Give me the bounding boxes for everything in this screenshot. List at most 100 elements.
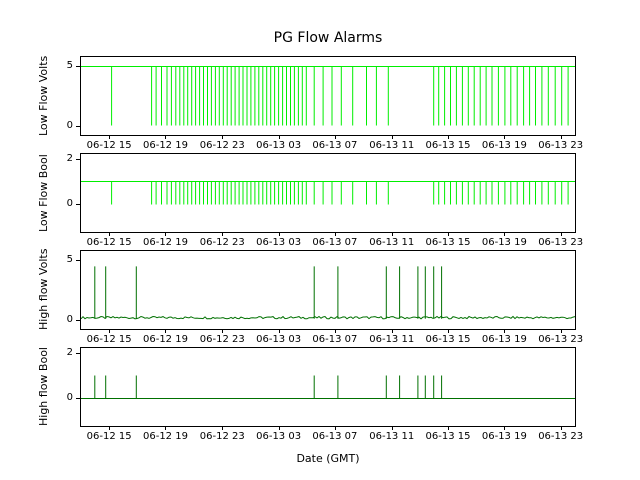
tick-mark — [76, 125, 80, 127]
y-tick-label: 5 — [66, 254, 73, 266]
tick-mark — [76, 319, 80, 321]
y-tick-label: 0 — [66, 392, 73, 404]
x-tick-label: 06-13 03 — [256, 237, 302, 248]
tick-mark — [504, 329, 506, 333]
subplot-low-flow-bool — [80, 153, 576, 233]
chart-title: PG Flow Alarms — [273, 30, 383, 46]
tick-mark — [222, 232, 224, 236]
x-tick-label: 06-12 15 — [86, 140, 132, 151]
x-tick-label: 06-13 15 — [425, 237, 471, 248]
tick-mark — [109, 426, 111, 430]
tick-mark — [165, 329, 167, 333]
tick-mark — [165, 135, 167, 139]
x-tick-label: 06-13 23 — [538, 140, 584, 151]
tick-mark — [560, 232, 562, 236]
x-tick-label: 06-13 15 — [425, 140, 471, 151]
x-tick-label: 06-13 19 — [481, 140, 527, 151]
tick-mark — [278, 135, 280, 139]
x-tick-label: 06-12 23 — [199, 140, 245, 151]
x-tick-label: 06-12 15 — [86, 237, 132, 248]
x-tick-label: 06-13 03 — [256, 334, 302, 345]
tick-mark — [222, 135, 224, 139]
ylabel-low-flow-bool: Low Flow Bool — [37, 154, 50, 232]
tick-mark — [504, 135, 506, 139]
tick-mark — [76, 352, 80, 354]
low-flow-bool-series — [81, 181, 575, 205]
tick-mark — [222, 426, 224, 430]
x-tick-label: 06-12 23 — [199, 334, 245, 345]
x-tick-label: 06-12 19 — [142, 140, 188, 151]
x-tick-label: 06-13 07 — [312, 431, 358, 442]
tick-mark — [76, 398, 80, 400]
tick-mark — [391, 232, 393, 236]
tick-mark — [448, 135, 450, 139]
tick-mark — [504, 426, 506, 430]
tick-mark — [448, 232, 450, 236]
tick-mark — [109, 135, 111, 139]
x-tick-label: 06-13 15 — [425, 334, 471, 345]
tick-mark — [165, 232, 167, 236]
x-tick-label: 06-13 23 — [538, 431, 584, 442]
tick-mark — [109, 232, 111, 236]
tick-mark — [560, 135, 562, 139]
tick-mark — [391, 135, 393, 139]
tick-mark — [334, 135, 336, 139]
tick-mark — [109, 329, 111, 333]
tick-mark — [222, 329, 224, 333]
x-tick-label: 06-13 07 — [312, 237, 358, 248]
tick-mark — [76, 66, 80, 68]
tick-mark — [391, 329, 393, 333]
x-tick-label: 06-12 23 — [199, 237, 245, 248]
x-tick-label: 06-12 19 — [142, 431, 188, 442]
x-tick-label: 06-13 19 — [481, 237, 527, 248]
y-tick-label: 2 — [66, 346, 73, 358]
ylabel-high-flow-volts: High flow Volts — [37, 248, 50, 330]
tick-mark — [504, 232, 506, 236]
tick-mark — [165, 426, 167, 430]
x-tick-label: 06-12 19 — [142, 334, 188, 345]
tick-mark — [334, 232, 336, 236]
low-flow-volts-series — [81, 66, 575, 126]
x-tick-label: 06-12 19 — [142, 237, 188, 248]
high-flow-volts-series — [81, 266, 575, 320]
x-tick-label: 06-12 15 — [86, 431, 132, 442]
tick-mark — [560, 426, 562, 430]
tick-mark — [560, 329, 562, 333]
tick-mark — [278, 426, 280, 430]
x-tick-label: 06-13 07 — [312, 140, 358, 151]
y-tick-label: 2 — [66, 152, 73, 164]
tick-mark — [391, 426, 393, 430]
x-tick-label: 06-12 15 — [86, 334, 132, 345]
ylabel-low-flow-volts: Low Flow Volts — [37, 55, 50, 136]
x-axis-label: Date (GMT) — [296, 452, 360, 465]
x-tick-label: 06-12 23 — [199, 431, 245, 442]
tick-mark — [448, 329, 450, 333]
x-tick-label: 06-13 03 — [256, 140, 302, 151]
y-tick-label: 0 — [66, 198, 73, 210]
x-tick-label: 06-13 19 — [481, 431, 527, 442]
subplot-high-flow-bool — [80, 347, 576, 427]
tick-mark — [76, 204, 80, 206]
x-tick-label: 06-13 11 — [369, 237, 415, 248]
x-tick-label: 06-13 15 — [425, 431, 471, 442]
y-tick-label: 0 — [66, 119, 73, 131]
y-tick-label: 0 — [66, 313, 73, 325]
tick-mark — [334, 426, 336, 430]
x-tick-label: 06-13 23 — [538, 237, 584, 248]
subplot-high-flow-volts — [80, 250, 576, 330]
x-tick-label: 06-13 07 — [312, 334, 358, 345]
high-flow-bool-series — [81, 375, 575, 399]
x-tick-label: 06-13 03 — [256, 431, 302, 442]
ylabel-high-flow-bool: High flow Bool — [37, 347, 50, 427]
y-tick-label: 5 — [66, 60, 73, 72]
subplot-low-flow-volts — [80, 56, 576, 136]
tick-mark — [278, 232, 280, 236]
tick-mark — [76, 260, 80, 262]
tick-mark — [76, 158, 80, 160]
x-tick-label: 06-13 23 — [538, 334, 584, 345]
tick-mark — [448, 426, 450, 430]
x-tick-label: 06-13 19 — [481, 334, 527, 345]
tick-mark — [278, 329, 280, 333]
tick-mark — [334, 329, 336, 333]
